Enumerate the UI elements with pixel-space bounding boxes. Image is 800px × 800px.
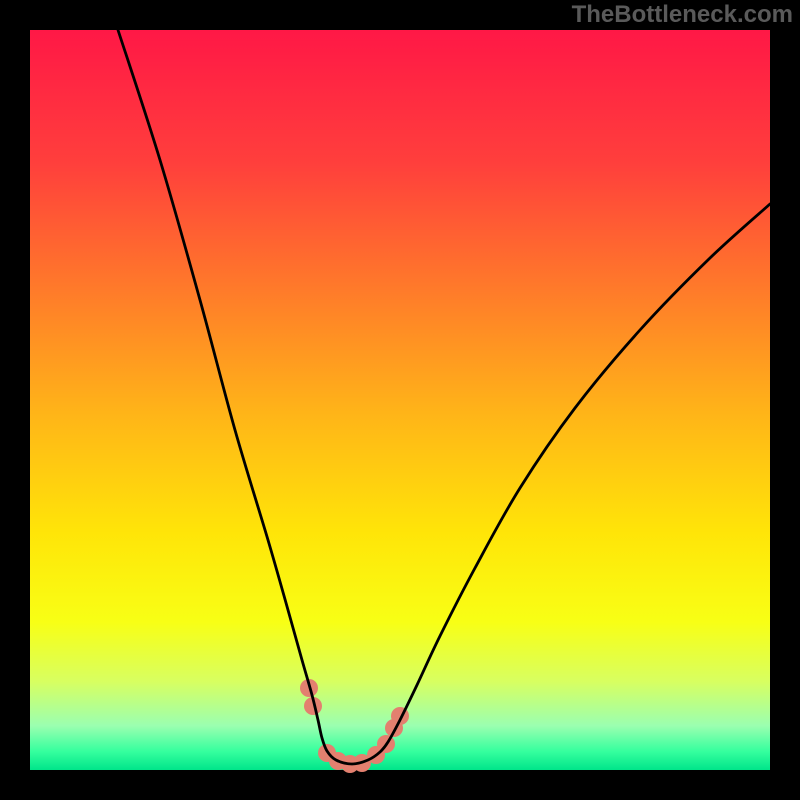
watermark-text: TheBottleneck.com	[572, 1, 793, 29]
chart-svg	[0, 0, 800, 800]
plot-background	[30, 30, 770, 770]
chart-frame: TheBottleneck.com	[0, 0, 800, 800]
